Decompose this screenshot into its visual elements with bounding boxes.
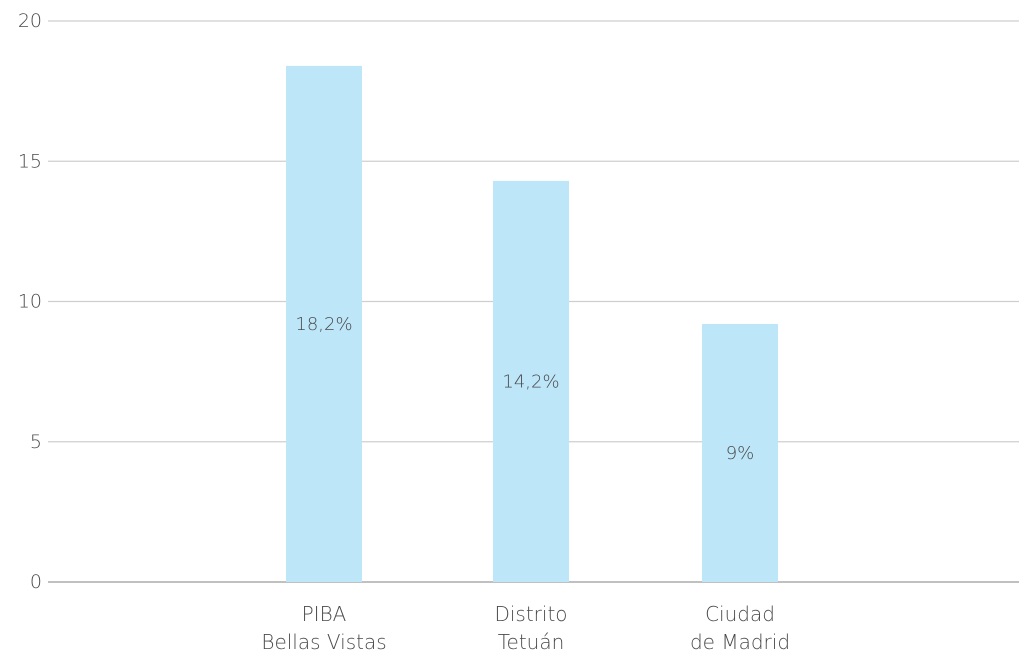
y-axis-ticks: 0 5 10 15 20 xyxy=(18,10,42,593)
x-axis-categories: PIBA Bellas Vistas Distrito Tetuán Ciudad de … xyxy=(261,602,790,652)
category-label: Distrito xyxy=(494,602,567,626)
category-label: de Madrid xyxy=(690,630,790,652)
y-tick-label: 15 xyxy=(18,150,42,172)
bar-data-label: 18,2% xyxy=(295,314,352,335)
bar-data-label: 14,2% xyxy=(502,371,559,392)
y-tick-label: 10 xyxy=(18,291,42,313)
y-tick-label: 0 xyxy=(30,571,42,593)
category-label: PIBA xyxy=(302,602,347,626)
bar xyxy=(493,180,569,582)
bar-data-labels: 18,2% 14,2% 9% xyxy=(295,314,754,464)
bar xyxy=(702,323,778,582)
bars xyxy=(286,65,778,582)
y-tick-label: 5 xyxy=(30,431,42,453)
category-label: Ciudad xyxy=(705,602,775,626)
y-tick-label: 20 xyxy=(18,10,42,32)
category-label: Bellas Vistas xyxy=(261,630,386,652)
category-label: Tetuán xyxy=(498,630,565,652)
bar-data-label: 9% xyxy=(726,443,755,464)
bar xyxy=(286,65,362,582)
